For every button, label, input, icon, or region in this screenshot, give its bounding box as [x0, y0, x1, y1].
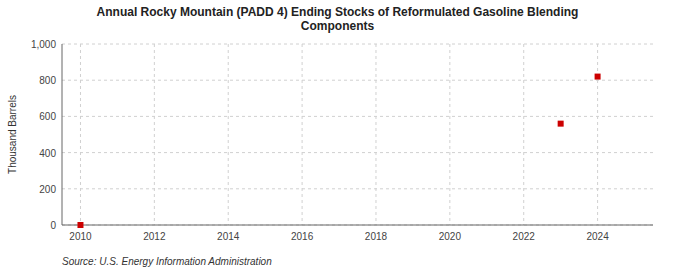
grid-line	[523, 44, 524, 225]
grid-line	[228, 44, 229, 225]
grid-line	[62, 152, 653, 153]
grid-line	[62, 44, 653, 45]
y-tick-label: 0	[50, 220, 56, 231]
y-tick-label: 200	[39, 184, 56, 195]
x-tick-label: 2010	[69, 231, 92, 242]
x-axis	[62, 225, 653, 226]
grid-line	[62, 80, 653, 81]
point	[77, 222, 83, 228]
title: Annual Rocky Mountain (PADD 4) Ending St…	[97, 5, 579, 33]
x-tick-label: 2014	[217, 231, 240, 242]
point	[558, 121, 564, 127]
grid-line	[154, 44, 155, 225]
grid-line	[62, 116, 653, 117]
grid-line	[62, 225, 653, 226]
y-tick-label: 600	[39, 111, 56, 122]
x-tick-label: 2018	[365, 231, 388, 242]
x-tick-label: 2022	[513, 231, 536, 242]
grid-line	[62, 188, 653, 189]
grid-line	[449, 44, 450, 225]
points	[77, 74, 600, 228]
y-axis-label: Thousand Barrels	[7, 95, 18, 174]
grid-line	[302, 44, 303, 225]
x-tick-label: 2012	[143, 231, 166, 242]
y-axis	[62, 44, 63, 225]
x-tick-label: 2016	[291, 231, 314, 242]
chart: Annual Rocky Mountain (PADD 4) Ending St…	[0, 0, 675, 275]
x-tick-label: 2020	[439, 231, 462, 242]
x-tick-label: 2024	[586, 231, 609, 242]
source: Source: U.S. Energy Information Administ…	[62, 256, 272, 267]
grid-line	[80, 44, 81, 225]
y-tick-label: 400	[39, 148, 56, 159]
grid-line	[375, 44, 376, 225]
grid-line	[597, 44, 598, 225]
y-tick-label: 1,000	[31, 39, 56, 50]
point	[595, 74, 601, 80]
y-tick-label: 800	[39, 75, 56, 86]
grid	[62, 44, 653, 225]
